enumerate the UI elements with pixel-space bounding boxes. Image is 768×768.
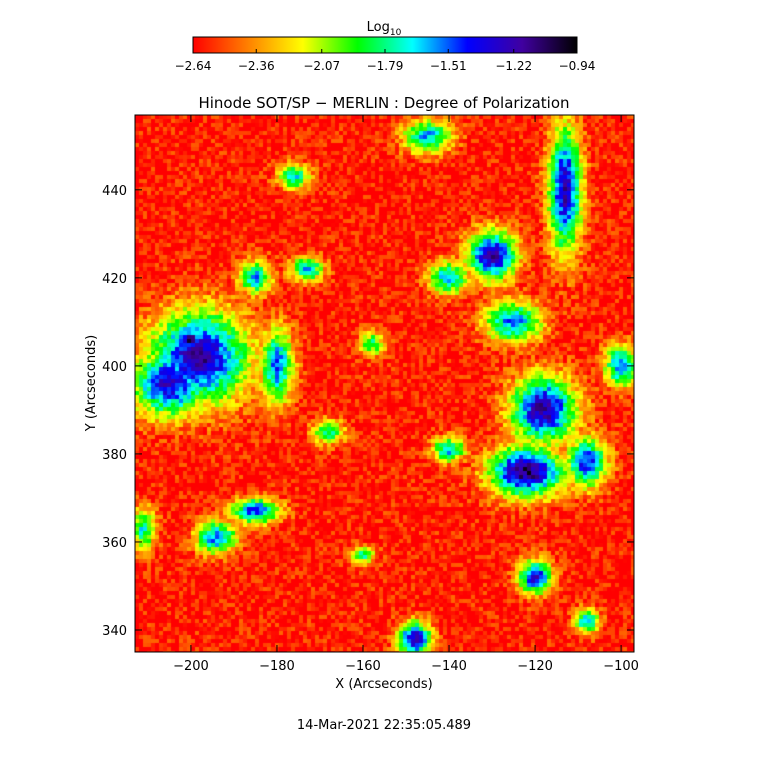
chart-title: Hinode SOT/SP − MERLIN : Degree of Polar… [198,94,569,112]
colorbar-tick-label: −1.22 [495,59,532,73]
timestamp: 14-Mar-2021 22:35:05.489 [297,718,471,733]
x-axis-label: X (Arcseconds) [335,677,432,692]
y-axis: 340 360 380 400 420 440 [102,184,634,639]
x-tick-label: −200 [173,659,209,674]
x-tick-label: −180 [259,659,295,674]
colorbar-tick-label: −2.64 [175,59,212,73]
plot-frame [134,114,635,653]
colorbar-title-base: Log [367,20,390,35]
y-tick-label: 340 [102,624,127,639]
colorbar-tick-label: −1.51 [430,59,467,73]
y-tick-label: 380 [102,448,127,463]
colorbar: Log10 −2.64 −2.36 −2.07 −1.79 −1.51 −1.22 −0.9… [175,20,596,73]
y-tick-label: 440 [102,184,127,199]
colorbar-tick-label: −2.36 [238,59,275,73]
x-axis: −200 −180 −160 −140 −120 −100 [173,115,639,674]
x-tick-label: −160 [345,659,381,674]
x-tick-label: −100 [603,659,639,674]
y-tick-label: 420 [102,272,127,287]
x-tick-label: −120 [517,659,553,674]
y-tick-label: 360 [102,536,127,551]
colorbar-ticks: −2.64 −2.36 −2.07 −1.79 −1.51 −1.22 −0.94 [175,49,596,73]
colorbar-title: Log10 [367,20,402,38]
colorbar-tick-label: −1.79 [367,59,404,73]
heatmap-container [135,115,634,652]
y-axis-label: Y (Arcseconds) [84,335,99,432]
polarization-heatmap [135,115,634,652]
colorbar-tick-label: −0.94 [559,59,596,73]
x-tick-label: −140 [431,659,467,674]
y-tick-label: 400 [102,360,127,375]
colorbar-title-subscript: 10 [390,28,402,38]
colorbar-tick-label: −2.07 [303,59,340,73]
